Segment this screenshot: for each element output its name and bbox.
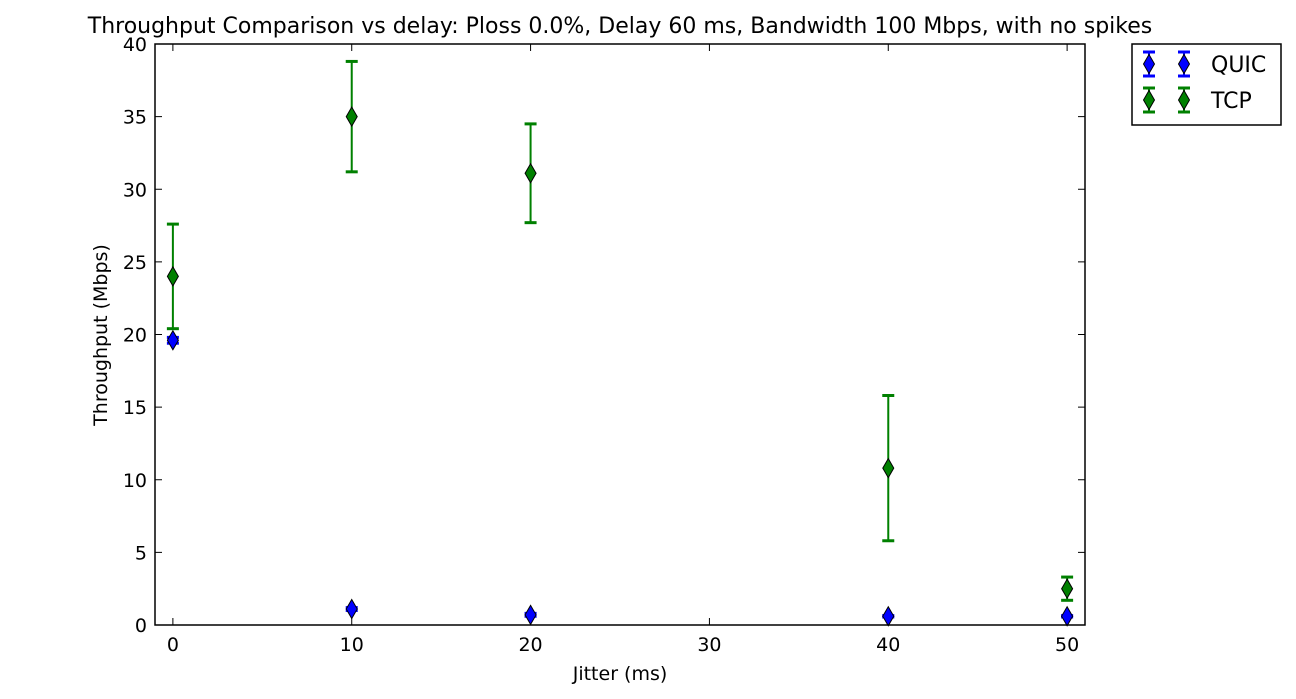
quic-data-point [524,604,537,626]
x-axis-label: Jitter (ms) [572,663,668,685]
x-tick-label: 0 [167,634,179,656]
quic-data-point [166,329,179,351]
quic-data-point [345,598,358,620]
legend-quic-marker [1142,53,1156,75]
plot-frame [154,43,1086,626]
y-tick-label: 0 [135,615,147,637]
y-tick-label: 40 [123,34,147,56]
legend-tcp-label: TCP [1210,89,1252,114]
tcp-data-point [524,162,537,184]
tcp-data-point [166,265,179,287]
chart-title: Throughput Comparison vs delay: Ploss 0.… [87,14,1153,39]
series-quic [166,329,1074,627]
y-tick-label: 10 [123,470,147,492]
legend-box [1131,43,1282,126]
legend-quic-marker [1177,53,1191,75]
y-axis-label: Throughput (Mbps) [90,244,112,427]
x-tick-label: 40 [876,634,900,656]
x-tick-label: 20 [518,634,542,656]
legend-quic-label: QUIC [1211,53,1266,78]
legend: QUIC TCP [1131,43,1282,126]
y-tick-label: 5 [135,542,147,564]
plot-area: 0 10 20 30 40 50 0 5 10 15 20 25 30 35 40 [123,34,1085,656]
legend-tcp-marker [1142,89,1156,111]
y-tick-label: 30 [123,179,147,201]
x-tick-label: 50 [1055,634,1079,656]
tcp-data-point [882,457,895,479]
y-tick-label: 35 [123,107,147,129]
quic-data-point [882,605,895,627]
quic-data-point [1061,605,1074,627]
y-tick-label: 15 [123,397,147,419]
x-tick-label: 10 [340,634,364,656]
series-tcp [166,59,1074,602]
legend-tcp-marker [1177,89,1191,111]
tcp-data-point [1061,578,1074,600]
x-tick-label: 30 [697,634,721,656]
tcp-data-point [345,106,358,128]
y-tick-label: 20 [123,325,147,347]
y-tick-label: 25 [123,252,147,274]
